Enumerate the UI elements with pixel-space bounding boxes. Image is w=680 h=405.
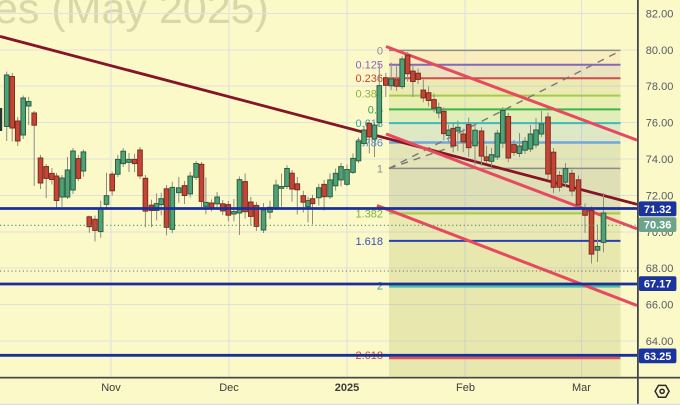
svg-text:1.618: 1.618 [355, 236, 383, 248]
svg-text:1.382: 1.382 [355, 208, 383, 220]
svg-text:0.236: 0.236 [355, 73, 383, 85]
svg-text:74.00: 74.00 [646, 154, 674, 166]
svg-text:80.00: 80.00 [646, 45, 674, 57]
svg-text:Feb: Feb [456, 382, 475, 394]
svg-text:es (May 2025): es (May 2025) [0, 0, 269, 33]
svg-text:64.00: 64.00 [646, 336, 674, 348]
svg-text:76.00: 76.00 [646, 118, 674, 130]
svg-text:71.32: 71.32 [644, 204, 672, 216]
svg-text:1: 1 [377, 163, 383, 175]
svg-text:67.17: 67.17 [644, 279, 672, 291]
svg-text:72.00: 72.00 [646, 190, 674, 202]
svg-text:2025: 2025 [335, 382, 359, 394]
svg-text:82.00: 82.00 [646, 8, 674, 20]
svg-text:Mar: Mar [572, 382, 591, 394]
svg-text:66.00: 66.00 [646, 300, 674, 312]
svg-text:Nov: Nov [101, 382, 121, 394]
svg-text:63.25: 63.25 [644, 351, 672, 363]
svg-text:0: 0 [377, 45, 383, 57]
svg-text:2: 2 [377, 281, 383, 293]
svg-text:0.125: 0.125 [355, 60, 383, 72]
svg-text:Dec: Dec [219, 382, 239, 394]
svg-text:68.00: 68.00 [646, 263, 674, 275]
svg-text:0.382: 0.382 [355, 88, 383, 100]
svg-text:70.36: 70.36 [644, 220, 672, 232]
svg-text:78.00: 78.00 [646, 81, 674, 93]
